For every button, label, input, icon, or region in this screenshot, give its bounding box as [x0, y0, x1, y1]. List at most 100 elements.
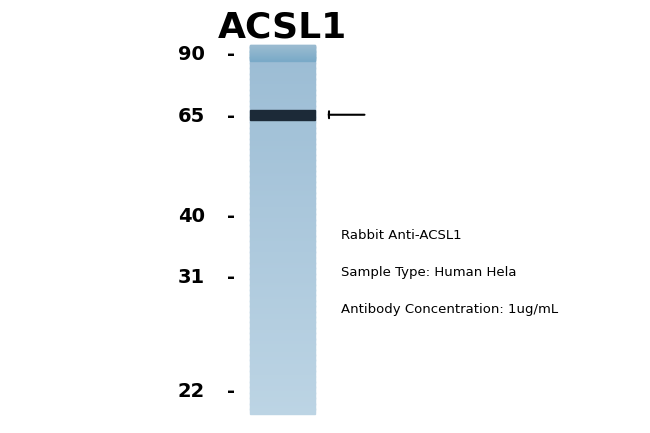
Bar	[250, 407, 315, 409]
Bar	[250, 49, 315, 50]
Bar	[250, 244, 315, 246]
Bar	[250, 159, 315, 161]
Bar	[250, 59, 315, 60]
Bar	[250, 257, 315, 259]
Bar	[250, 74, 315, 76]
Bar	[250, 55, 315, 56]
Bar	[250, 336, 315, 337]
Bar	[250, 403, 315, 405]
Bar	[250, 362, 315, 363]
Bar	[250, 94, 315, 96]
Bar	[250, 396, 315, 397]
Bar	[250, 54, 315, 55]
Bar	[250, 58, 315, 60]
Bar	[250, 122, 315, 124]
Bar	[250, 180, 315, 182]
Bar	[250, 282, 315, 284]
Bar	[250, 279, 315, 281]
Bar	[250, 294, 315, 296]
Bar	[250, 236, 315, 238]
Bar	[250, 187, 315, 189]
Bar	[250, 60, 315, 61]
Bar	[250, 179, 315, 181]
Bar	[250, 114, 315, 115]
Bar	[250, 142, 315, 144]
Bar	[250, 358, 315, 359]
Bar	[250, 216, 315, 217]
Bar	[250, 299, 315, 301]
Bar	[250, 400, 315, 401]
Text: -: -	[227, 382, 235, 401]
Bar	[250, 372, 315, 373]
Bar	[250, 341, 315, 343]
Bar	[250, 46, 315, 47]
Bar	[250, 406, 315, 407]
Bar	[250, 330, 315, 331]
Bar	[250, 412, 315, 414]
Bar	[250, 251, 315, 253]
Bar	[250, 59, 315, 60]
Bar	[250, 277, 315, 278]
Bar	[250, 263, 315, 265]
Text: -: -	[227, 45, 235, 64]
Bar	[250, 100, 315, 102]
Bar	[250, 191, 315, 193]
Bar	[250, 327, 315, 329]
Bar	[250, 283, 315, 285]
Bar	[250, 357, 315, 359]
Bar	[250, 149, 315, 151]
Bar	[250, 316, 315, 318]
Bar	[250, 307, 315, 309]
Bar	[250, 101, 315, 103]
Bar	[250, 254, 315, 255]
Bar	[250, 182, 315, 184]
Bar	[250, 309, 315, 310]
Bar	[250, 380, 315, 381]
Bar	[250, 57, 315, 58]
Bar	[250, 210, 315, 212]
Bar	[250, 116, 315, 118]
Bar	[250, 225, 315, 227]
Bar	[250, 201, 315, 203]
Bar	[250, 49, 315, 50]
Bar	[250, 103, 315, 104]
Bar	[250, 323, 315, 325]
Bar	[250, 291, 315, 292]
Bar	[250, 154, 315, 156]
Bar	[250, 151, 315, 152]
Bar	[250, 363, 315, 365]
Bar	[250, 163, 315, 165]
Bar	[250, 228, 315, 229]
Bar	[250, 207, 315, 209]
Text: ACSL1: ACSL1	[218, 11, 347, 45]
Bar	[250, 173, 315, 174]
Bar	[250, 378, 315, 379]
Bar	[250, 289, 315, 291]
Bar	[250, 268, 315, 270]
Bar	[250, 70, 315, 71]
Bar	[250, 132, 315, 134]
Bar	[250, 89, 315, 91]
Bar	[250, 265, 315, 266]
Bar	[250, 174, 315, 175]
Bar	[250, 50, 315, 51]
Bar	[250, 88, 315, 90]
Bar	[250, 238, 315, 239]
Bar	[250, 262, 315, 264]
Bar	[250, 125, 315, 126]
Bar	[250, 56, 315, 57]
Bar	[250, 53, 315, 54]
Bar	[250, 410, 315, 411]
Bar	[250, 176, 315, 178]
Bar	[250, 366, 315, 368]
Bar	[250, 92, 315, 94]
Bar	[250, 301, 315, 303]
Bar	[250, 47, 315, 48]
Bar	[250, 147, 315, 149]
Bar	[250, 52, 315, 54]
Bar	[250, 55, 315, 56]
Bar	[250, 250, 315, 252]
Bar	[250, 256, 315, 258]
Bar	[250, 401, 315, 403]
Bar	[250, 81, 315, 82]
